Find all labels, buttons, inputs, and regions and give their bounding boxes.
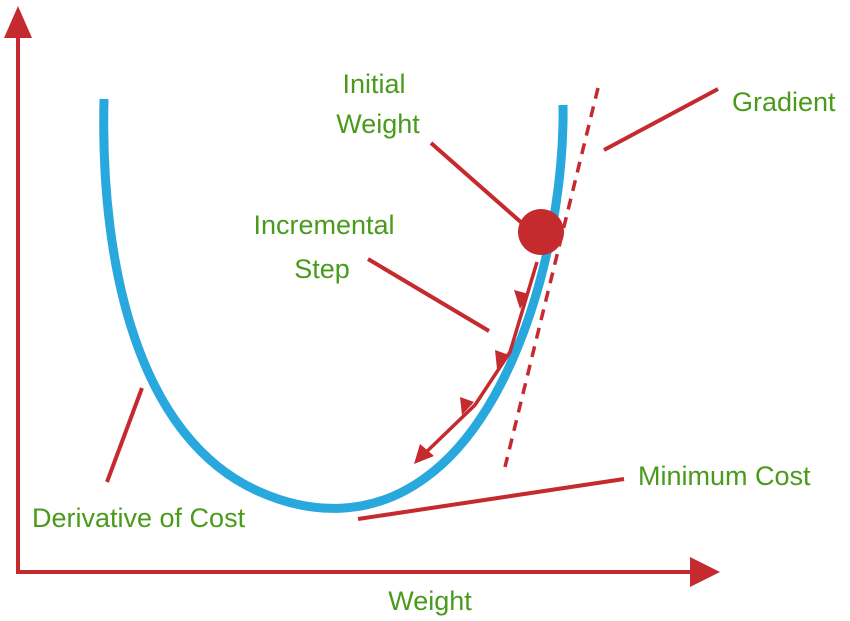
initial-weight-pointer xyxy=(429,141,525,226)
step-arrowhead-1 xyxy=(514,290,529,309)
initial-weight-label-line2: Weight xyxy=(336,109,420,139)
derivative-of-cost-label: Derivative of Cost xyxy=(32,503,246,533)
x-axis-label: Weight xyxy=(388,586,472,616)
step-arrowhead-2 xyxy=(495,350,509,369)
step-arrowhead-final xyxy=(414,444,434,464)
labels: Initial Weight Gradient Incremental Step… xyxy=(32,69,836,616)
minimum-cost-label: Minimum Cost xyxy=(638,461,811,491)
incremental-step-label-line1: Incremental xyxy=(253,210,394,240)
gradient-pointer xyxy=(603,87,719,152)
incremental-step-label-line2: Step xyxy=(294,254,350,284)
gradient-tangent-line xyxy=(503,87,600,468)
derivative-of-cost-pointer xyxy=(105,387,144,483)
y-axis-arrowhead xyxy=(4,6,32,38)
step-arrowhead-3 xyxy=(460,397,474,415)
gradient-label: Gradient xyxy=(732,87,836,117)
axes xyxy=(4,6,720,587)
x-axis-arrowhead xyxy=(690,557,720,587)
initial-weight-point xyxy=(518,209,564,255)
initial-weight-label-line1: Initial xyxy=(342,69,405,99)
cost-curve xyxy=(99,98,568,513)
step-path-line xyxy=(416,261,539,462)
minimum-cost-pointer xyxy=(357,477,625,521)
incremental-step-path xyxy=(414,261,539,464)
label-pointers xyxy=(105,87,719,521)
incremental-step-pointer xyxy=(366,257,491,333)
